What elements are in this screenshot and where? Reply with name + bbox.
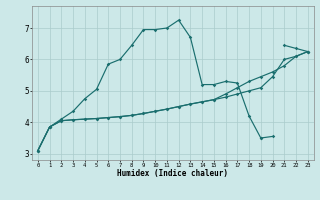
X-axis label: Humidex (Indice chaleur): Humidex (Indice chaleur) — [117, 169, 228, 178]
